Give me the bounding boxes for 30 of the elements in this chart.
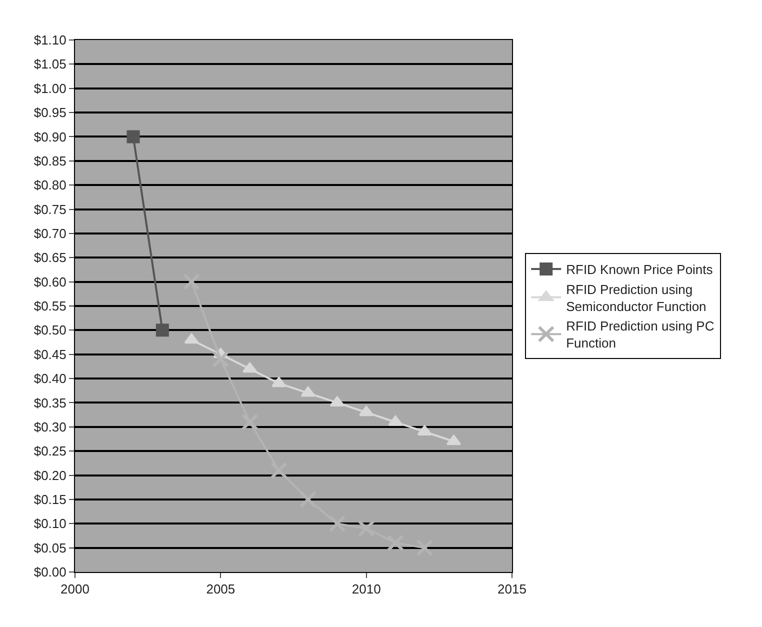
y-tick-label: $1.00 [34,80,66,96]
y-tick-label: $0.40 [34,371,66,386]
y-tick-label: $0.05 [34,540,66,556]
y-tick-label: $0.10 [34,516,66,532]
y-tick-label: $0.70 [34,226,66,241]
y-tick-label: $0.85 [34,153,66,168]
legend-label: RFID Prediction using PC Function [566,318,714,351]
x-tick-label: 2010 [352,582,381,597]
y-tick-label: $0.25 [34,444,66,459]
y-tick-label: $0.20 [34,468,66,483]
y-tick-label: $0.75 [34,202,66,217]
y-tick-label: $1.10 [34,32,66,48]
y-tick-label: $0.60 [34,274,66,290]
y-tick-label: $0.00 [34,564,66,580]
legend-label: RFID Prediction using Semiconductor Function [566,282,706,314]
y-tick-label: $1.05 [34,56,66,72]
legend-label: RFID Known Price Points [566,262,714,278]
y-tick-label: $0.30 [34,419,66,434]
y-tick-label: $0.45 [34,346,66,362]
y-tick-label: $0.95 [34,105,66,120]
y-tick-label: $0.55 [34,298,66,314]
x-tick-label: 2015 [498,582,526,597]
y-tick-label: $0.50 [34,322,66,338]
y-tick-label: $0.65 [34,250,66,266]
y-tick-label: $0.90 [34,129,66,144]
y-tick-label: $0.15 [34,492,66,507]
y-tick-label: $0.80 [34,178,66,193]
y-tick-label: $0.35 [34,395,66,410]
x-tick-label: 2005 [206,582,236,597]
x-tick-label: 2000 [60,582,90,597]
